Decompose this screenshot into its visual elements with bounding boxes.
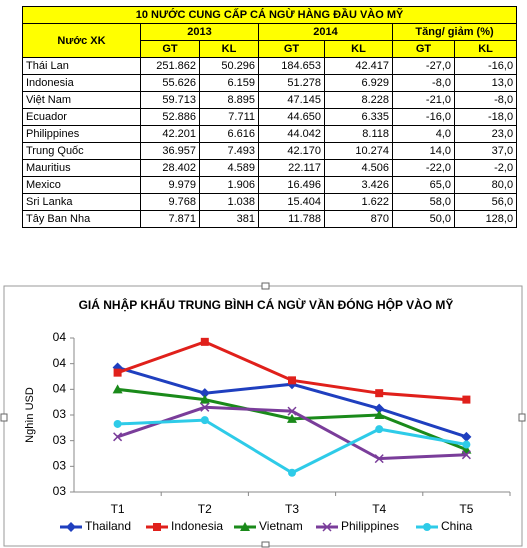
marker — [153, 523, 161, 531]
marker — [375, 389, 384, 398]
table-cell: KL — [453, 40, 518, 58]
marker — [423, 523, 431, 531]
marker — [240, 522, 250, 531]
marker — [462, 395, 471, 404]
legend-label: Philippines — [341, 519, 399, 533]
y-tick-label: 03 — [53, 459, 67, 473]
marker — [461, 431, 472, 442]
table-cell: 8.228 — [324, 91, 393, 109]
marker — [66, 522, 76, 532]
table-row: Tây Ban Nha 7.871 381 11.788 870 50,0 128,0 — [22, 210, 518, 228]
x-tick-label: T5 — [459, 502, 473, 516]
legend-label: China — [441, 519, 473, 533]
table-cell: Sri Lanka — [22, 193, 141, 211]
resize-handle — [518, 413, 526, 422]
y-axis-label: Nghìn USD — [24, 387, 36, 443]
marker — [462, 440, 471, 449]
table-row: Sri Lanka 9.768 1.038 15.404 1.622 58,0 56,0 — [22, 193, 518, 211]
x-tick-label: T4 — [372, 502, 386, 516]
table-row: Nước XK 2013 2014 Tăng/ giảm (%) — [22, 23, 518, 58]
table-cell: 9.979 — [140, 176, 200, 194]
y-tick-label: 04 — [53, 382, 67, 396]
marker — [113, 419, 122, 428]
table-cell: 6.929 — [324, 74, 393, 92]
x-tick-label: T1 — [111, 502, 125, 516]
resize-handle — [0, 413, 8, 422]
x-tick-label: T2 — [198, 502, 212, 516]
table-cell: 44.650 — [258, 108, 325, 126]
y-tick-label: 03 — [53, 433, 67, 447]
table-cell: GT — [392, 40, 455, 58]
table-cell: 11.788 — [258, 210, 325, 228]
marker — [287, 413, 297, 423]
table-row: Ecuador 52.886 7.711 44.650 6.335 -16,0 -18,0 — [22, 108, 518, 126]
chart-frame — [3, 285, 523, 547]
y-tick-label: 04 — [53, 330, 67, 344]
resize-handle — [261, 282, 270, 290]
table-cell: 15.404 — [258, 193, 325, 211]
table-cell: 870 — [324, 210, 393, 228]
table-row: Indonesia 55.626 6.159 51.278 6.929 -8,0 13,0 — [22, 74, 518, 92]
resize-handle — [261, 541, 270, 548]
y-tick-label: 03 — [53, 407, 67, 421]
table-cell: 128,0 — [453, 210, 518, 228]
legend-label: Vietnam — [259, 519, 303, 533]
table-cell: 23,0 — [453, 125, 518, 143]
marker — [199, 394, 210, 404]
table-cell: 8.118 — [324, 125, 393, 143]
table-cell: GT — [140, 40, 200, 58]
marker — [461, 450, 471, 460]
table-row: Thái Lan 251.862 50.296 184.653 42.417 -27,0-… — [22, 57, 518, 75]
marker — [112, 384, 123, 394]
marker — [199, 388, 210, 399]
table-cell: 58,0 — [392, 193, 455, 211]
marker — [288, 468, 296, 477]
table-cell: KL — [199, 40, 259, 58]
table-cell: 22.117 — [258, 159, 325, 177]
marker — [374, 410, 385, 419]
marker — [322, 522, 332, 532]
y-tick-label: 03 — [53, 484, 67, 498]
table-cell: KL — [324, 40, 393, 58]
marker — [374, 403, 385, 414]
table-cell: -16,0 — [392, 108, 455, 126]
marker — [200, 416, 209, 425]
table-cell: 65,0 — [392, 176, 455, 194]
marker — [374, 454, 384, 464]
legend-label: Thailand — [85, 519, 131, 533]
marker — [113, 368, 122, 377]
table-cell: 10 NƯỚC CUNG CẤP CÁ NGỪ HÀNG ĐẦU VÀO MỸ — [21, 6, 518, 24]
table-cell: Philippines — [22, 125, 141, 143]
data-table: 10 NƯỚC CUNG CẤP CÁ NGỪ HÀNG ĐẦU VÀO MỸ N… — [21, 6, 518, 228]
table-cell: 50,0 — [392, 210, 455, 228]
table-row: GT KL GT KL GT KL — [23, 40, 518, 58]
table-cell: 56,0 — [453, 193, 518, 211]
marker — [375, 425, 384, 434]
table-cell: 55.626 — [140, 74, 200, 92]
x-tick-label: T3 — [285, 502, 299, 516]
table-cell: -16,0 — [453, 57, 518, 75]
table-row: Mauritius 28.402 4.589 22.117 4.506 -22,0 -2,0 — [22, 159, 518, 177]
marker — [200, 402, 210, 412]
legend-label: Indonesia — [171, 519, 223, 533]
marker — [288, 376, 296, 385]
table-cell: 381 — [199, 210, 259, 228]
marker — [287, 406, 297, 416]
marker — [200, 337, 209, 346]
table-cell: 10.274 — [324, 142, 393, 160]
table-row: 10 NƯỚC CUNG CẤP CÁ NGỪ HÀNG ĐẦU VÀO MỸ — [21, 6, 518, 24]
marker — [113, 432, 123, 442]
table-cell: 184.653 — [258, 57, 325, 75]
y-tick-label: 04 — [53, 356, 67, 370]
table-cell: 7.871 — [140, 210, 200, 228]
table-row: Mexico 9.979 1.906 16.496 3.426 65,0 80,0 — [22, 176, 518, 194]
chart-title: GIÁ NHẬP KHẨU TRUNG BÌNH CÁ NGỪ VẦN ĐÓNG… — [79, 297, 454, 312]
table-cell: 3.426 — [324, 176, 393, 194]
